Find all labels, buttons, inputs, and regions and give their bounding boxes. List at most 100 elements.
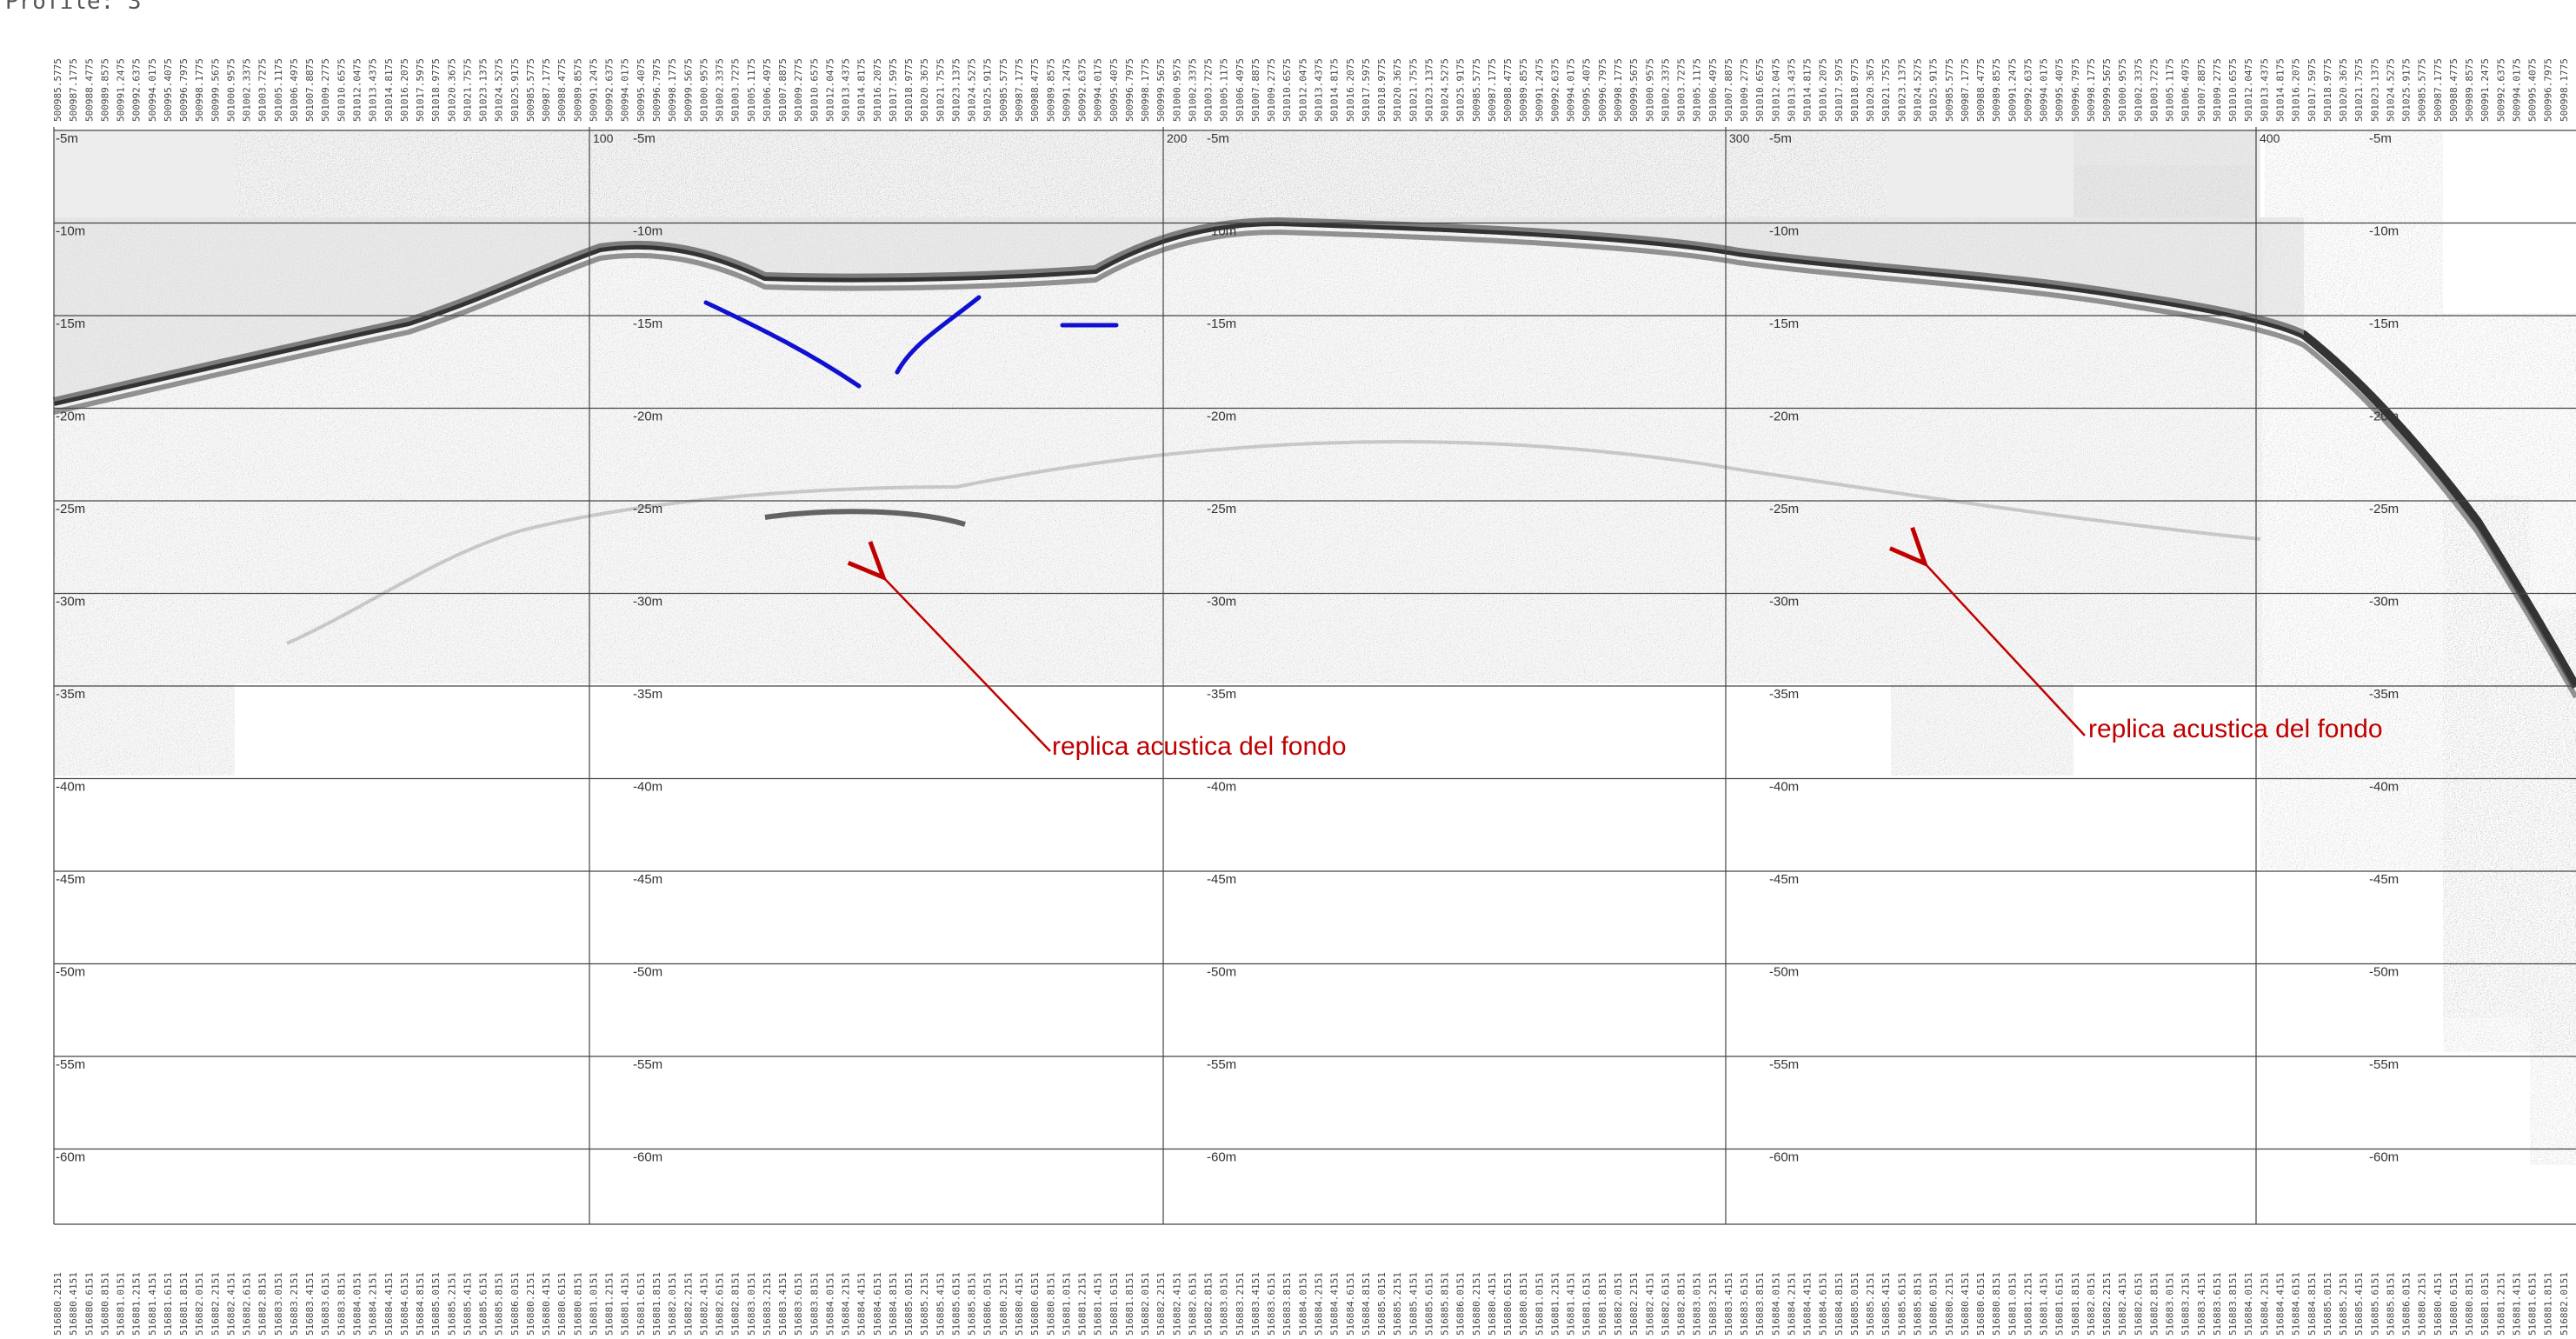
coordinate-label: 516880.2151 <box>1944 1272 1955 1336</box>
coordinate-label: 516884.4151 <box>1329 1272 1341 1336</box>
coordinate-label: 516885.2151 <box>1392 1272 1403 1336</box>
coordinate-label: 516880.6151 <box>2448 1272 2460 1336</box>
coordinate-label: 501003.7275 <box>257 58 269 122</box>
depth-label: -30m <box>633 595 662 610</box>
coordinate-label: 501024.5275 <box>494 58 505 122</box>
depth-label: -50m <box>1769 965 1799 980</box>
depth-label: -10m <box>2369 224 2399 239</box>
coordinate-label: 501020.3675 <box>2338 58 2349 122</box>
coordinate-label: 516883.6151 <box>2212 1272 2223 1336</box>
coordinate-label: 516882.4151 <box>1171 1272 1182 1336</box>
coordinate-label: 516885.2151 <box>1865 1272 1876 1336</box>
coordinate-label: 516883.0151 <box>1219 1272 1230 1336</box>
coordinate-label: 516880.4151 <box>541 1272 552 1336</box>
coordinate-label: 500994.0175 <box>2511 58 2522 122</box>
coordinate-label: 500989.8575 <box>1045 58 1056 122</box>
coordinate-label: 516883.6151 <box>1266 1272 1277 1336</box>
coordinate-label: 516883.0151 <box>746 1272 757 1336</box>
coordinate-label: 501012.0475 <box>1297 58 1308 122</box>
coordinate-label: 501005.1175 <box>1692 58 1703 122</box>
depth-label: -10m <box>56 224 85 239</box>
coordinate-label: 501002.3375 <box>1660 58 1671 122</box>
coordinate-label: 501007.8875 <box>1250 58 1261 122</box>
coordinate-label: 501006.4975 <box>1235 58 1246 122</box>
profile-title: Profile: 3 <box>5 0 142 15</box>
coordinate-label: 500989.8575 <box>1991 58 2002 122</box>
coordinate-label: 516886.0151 <box>982 1272 994 1336</box>
coordinate-label: 516882.8151 <box>2148 1272 2160 1336</box>
coordinate-label: 516882.4151 <box>1644 1272 1655 1336</box>
coordinate-label: 501014.8175 <box>1329 58 1341 122</box>
coordinate-label: 516880.2151 <box>2417 1272 2428 1336</box>
coordinate-label: 500991.2475 <box>116 58 127 122</box>
coordinate-label: 516884.8151 <box>888 1272 899 1336</box>
distance-labels: 100 200 300 400 <box>593 131 2280 145</box>
coordinate-label: 501021.7575 <box>1408 58 1419 122</box>
coordinate-label: 516883.6151 <box>320 1272 331 1336</box>
depth-label: -25m <box>633 502 662 516</box>
depth-label: -15m <box>1769 316 1799 331</box>
coordinate-label: 500998.1775 <box>1140 58 1151 122</box>
coordinate-label: 501012.0475 <box>2243 58 2254 122</box>
coordinate-label: 501010.6575 <box>1281 58 1293 122</box>
depth-label: -10m <box>1769 224 1799 239</box>
coordinate-label: 516880.4151 <box>68 1272 79 1336</box>
depth-label: -10m <box>633 224 662 239</box>
coordinate-label: 501006.4975 <box>289 58 300 122</box>
coordinate-label: 501025.9175 <box>982 58 994 122</box>
coordinate-label: 516882.4151 <box>698 1272 709 1336</box>
depth-label: -50m <box>56 965 85 980</box>
coordinate-label: 516884.2151 <box>1314 1272 1325 1336</box>
coordinate-label: 501013.4375 <box>841 58 852 122</box>
coordinate-label: 516884.6151 <box>2291 1272 2302 1336</box>
coordinate-label: 516884.2151 <box>368 1272 379 1336</box>
coordinate-label: 516883.2151 <box>762 1272 773 1336</box>
coordinate-label: 516883.2151 <box>1707 1272 1719 1336</box>
coordinate-label: 501002.3375 <box>715 58 726 122</box>
interpretation-line-1 <box>703 300 862 389</box>
coordinate-label: 501018.9775 <box>1849 58 1860 122</box>
coordinate-label: 516881.8151 <box>1597 1272 1608 1336</box>
coordinate-label: 516885.4151 <box>935 1272 946 1336</box>
coordinate-label: 501002.3375 <box>1187 58 1198 122</box>
coordinate-label: 516882.2151 <box>210 1272 221 1336</box>
coordinate-label: 501025.9175 <box>509 58 521 122</box>
coordinate-label: 516884.4151 <box>2275 1272 2286 1336</box>
coordinate-label: 516882.0151 <box>1140 1272 1151 1336</box>
coordinate-label: 501016.2075 <box>1818 58 1829 122</box>
coordinate-label: 501018.9775 <box>1376 58 1388 122</box>
coordinate-label: 501023.1375 <box>950 58 962 122</box>
coordinate-label: 500988.4775 <box>1975 58 1987 122</box>
coordinate-label: 501014.8175 <box>856 58 868 122</box>
coordinate-label: 501025.9175 <box>2401 58 2413 122</box>
coordinate-label: 516881.2151 <box>604 1272 616 1336</box>
coordinate-label: 516882.6151 <box>2133 1272 2144 1336</box>
coordinate-label: 501025.9175 <box>1455 58 1467 122</box>
depth-label: -15m <box>1207 316 1236 331</box>
coordinate-label: 500992.6375 <box>2495 58 2506 122</box>
coordinate-label: 516882.0151 <box>667 1272 678 1336</box>
coordinate-label: 500991.2475 <box>588 58 599 122</box>
coordinate-label: 516882.6151 <box>1187 1272 1198 1336</box>
depth-label: -40m <box>1207 780 1236 795</box>
coordinate-label: 516880.4151 <box>1960 1272 1971 1336</box>
coordinate-label: 516884.6151 <box>399 1272 410 1336</box>
coordinate-label: 516881.6151 <box>1108 1272 1120 1336</box>
coordinate-label: 516885.6151 <box>1896 1272 1907 1336</box>
coordinate-label: 500985.5775 <box>2417 58 2428 122</box>
depth-label: -5m <box>633 131 656 146</box>
seismic-right-block-3 <box>2443 496 2530 1017</box>
coordinate-label: 516884.8151 <box>1834 1272 1845 1336</box>
coordinate-label: 500999.5675 <box>1155 58 1167 122</box>
depth-label: -45m <box>1769 872 1799 887</box>
coordinate-label: 501013.4375 <box>1786 58 1797 122</box>
coordinate-label: 516885.6151 <box>1423 1272 1434 1336</box>
depth-label: -10m <box>1207 224 1236 239</box>
coordinate-label: 500998.1775 <box>2559 58 2570 122</box>
coordinate-label: 501018.9775 <box>903 58 915 122</box>
coordinate-label: 516880.6151 <box>556 1272 568 1336</box>
depth-label: -35m <box>56 687 85 702</box>
coordinate-label: 516880.8151 <box>1045 1272 1056 1336</box>
coordinate-label: 501014.8175 <box>383 58 395 122</box>
depth-label: -20m <box>2369 410 2399 424</box>
